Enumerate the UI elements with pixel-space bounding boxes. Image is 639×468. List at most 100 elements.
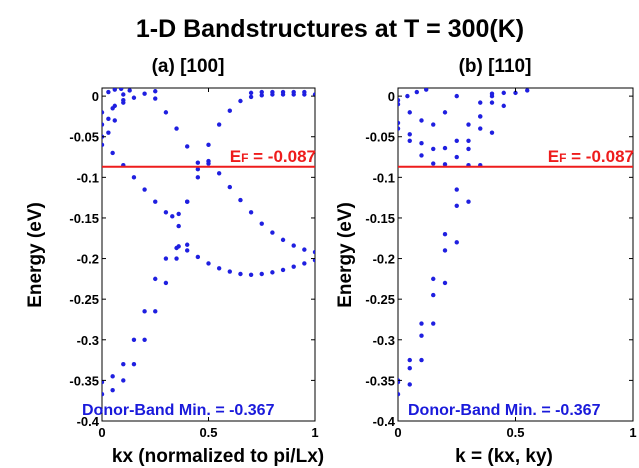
panel-a-band-point <box>174 126 179 131</box>
panel-a-band-point <box>112 88 117 92</box>
panel-b-xlabel: k = (kx, ky) <box>455 446 553 467</box>
panel-b: (b) [110] k = (kx, ky) Energy (eV) EF = … <box>335 56 637 467</box>
panel-b-band-point <box>407 357 412 363</box>
panel-b-fermi-label-value: = -0.087 <box>566 147 634 166</box>
panel-b-band-point <box>454 154 459 160</box>
panel-b-plot-area: EF = -0.087 0 -0.05 -0.1 -0.15 -0.2 -0.25 -0.3 -… <box>365 87 637 440</box>
panel-a-band-point <box>102 110 105 115</box>
panel-b-band-point <box>407 382 412 387</box>
panel-a-band-point <box>238 271 243 277</box>
panel-a-ytick-label: -0.35 <box>69 373 99 388</box>
panel-a-title: (a) [100] <box>152 56 225 77</box>
panel-b-title: (b) [110] <box>459 56 532 77</box>
panel-a-band-point <box>291 243 296 248</box>
panel-a-band-point <box>195 254 201 260</box>
panel-a-band-point <box>121 361 126 367</box>
panel-b-band-point <box>407 138 412 143</box>
panel-a-ytick-label: -0.4 <box>77 414 100 429</box>
panel-a-ytick-label: -0.05 <box>69 130 99 145</box>
panel-a-band-point <box>280 237 286 243</box>
panel-a-band-point <box>195 160 201 165</box>
panel-a-xlabel: kx (normalized to pi/Lx) <box>112 446 324 467</box>
panel-a-band-point <box>176 211 181 217</box>
panel-b-band-point <box>501 103 506 109</box>
panel-a-xtick-label: 0.5 <box>199 425 217 440</box>
panel-a-band-point <box>312 257 315 263</box>
panel-a-band-point <box>170 214 175 219</box>
panel-b-band-point <box>398 120 401 126</box>
panel-b-ylabel: Energy (eV) <box>335 202 356 308</box>
panel-b-band-point <box>398 97 401 103</box>
panel-b-ytick-label: -0.3 <box>373 333 395 348</box>
panel-b-band-point <box>513 90 518 96</box>
panel-a-band-point <box>206 142 211 148</box>
panel-b-ytick-label: -0.4 <box>373 414 396 429</box>
panel-b-donor-annotation: Donor-Band Min. = -0.367 <box>408 402 601 419</box>
panel-b-band-point <box>466 138 471 143</box>
panel-b-band-point <box>525 88 530 93</box>
panel-b-xtick-label: 1 <box>629 425 636 440</box>
panel-a-band-point <box>142 309 147 314</box>
panel-a-band-point <box>153 199 158 204</box>
panel-a-xtick-label: 1 <box>311 425 318 440</box>
panel-b-xtick-label: 0 <box>394 425 401 440</box>
panel-a-band-point <box>280 89 286 95</box>
panel-b-band-point <box>454 187 459 192</box>
panel-b-band-point <box>454 138 459 143</box>
panel-b-band-point <box>454 203 459 208</box>
panel-b-band-point <box>466 122 471 127</box>
panel-a-band-point <box>185 242 190 247</box>
panel-a-band-point <box>216 122 222 127</box>
panel-a-band-point <box>142 91 147 96</box>
panel-a-band-point <box>163 110 169 115</box>
panel-a-fermi-label-main: E <box>230 147 241 166</box>
panel-b-band-point <box>466 199 471 204</box>
panel-b-xtick-label: 0.5 <box>506 425 524 440</box>
panel-a-band-point <box>302 89 307 95</box>
panel-a-series-group <box>102 88 315 397</box>
panel-a-band-point <box>163 256 169 261</box>
panel-b-band-point <box>407 110 412 115</box>
panel-b-band-point <box>442 145 448 151</box>
panel-a-band-point <box>302 247 307 252</box>
panel-a-ytick-label: -0.25 <box>69 292 99 307</box>
panel-b-band-point <box>424 88 429 92</box>
panel-b-ytick-label: -0.2 <box>373 252 395 267</box>
panel-a-band-point <box>259 221 264 226</box>
panel-a-band-point <box>216 171 222 176</box>
panel-a-band-point <box>248 210 254 215</box>
panel-a-band-point <box>127 88 132 93</box>
panel-a-band-point <box>270 230 275 235</box>
panel-a-band-point <box>102 392 105 397</box>
panel-a-band-point <box>227 108 232 113</box>
panel-a-band-point <box>185 248 190 253</box>
panel-b-fermi-label-main: E <box>548 147 559 166</box>
figure-title: 1-D Bandstructures at T = 300(K) <box>136 15 524 43</box>
panel-b-band-point <box>454 93 459 99</box>
panel-a-plot-area: EF = -0.087 0 -0.05 -0.1 -0.15 -0.2 -0.25 -0.3 -… <box>69 87 319 440</box>
panel-a-band-point <box>121 92 126 97</box>
panel-b-band-point <box>419 118 424 123</box>
panel-a-band-point <box>131 175 137 180</box>
panel-b-band-point <box>442 280 448 286</box>
panel-a-band-point <box>312 249 315 255</box>
panel-a-band-point <box>153 96 158 101</box>
panel-a-band-point <box>106 116 111 122</box>
panel-b-band-point <box>454 240 459 245</box>
panel-a-fermi-label-value: = -0.087 <box>248 147 316 166</box>
panel-b-series-group <box>398 88 530 397</box>
panel-b-axes-frame <box>397 87 634 422</box>
panel-a-donor-annotation: Donor-Band Min. = -0.367 <box>82 402 275 419</box>
panel-b-band-point <box>419 333 424 338</box>
panel-a-band-point <box>102 379 105 385</box>
panel-a-band-point <box>102 122 105 127</box>
panel-a-band-point <box>227 184 232 190</box>
panel-b-band-point <box>478 114 483 119</box>
panel-b-band-point <box>419 357 424 363</box>
panel-a-band-point <box>238 197 243 203</box>
panel-b-ytick-label: -0.1 <box>373 170 395 185</box>
panel-a-band-point <box>185 199 190 204</box>
panel-a-band-point <box>302 261 307 266</box>
panel-a-ytick-label: -0.15 <box>69 211 99 226</box>
panel-a-band-point <box>153 309 158 314</box>
